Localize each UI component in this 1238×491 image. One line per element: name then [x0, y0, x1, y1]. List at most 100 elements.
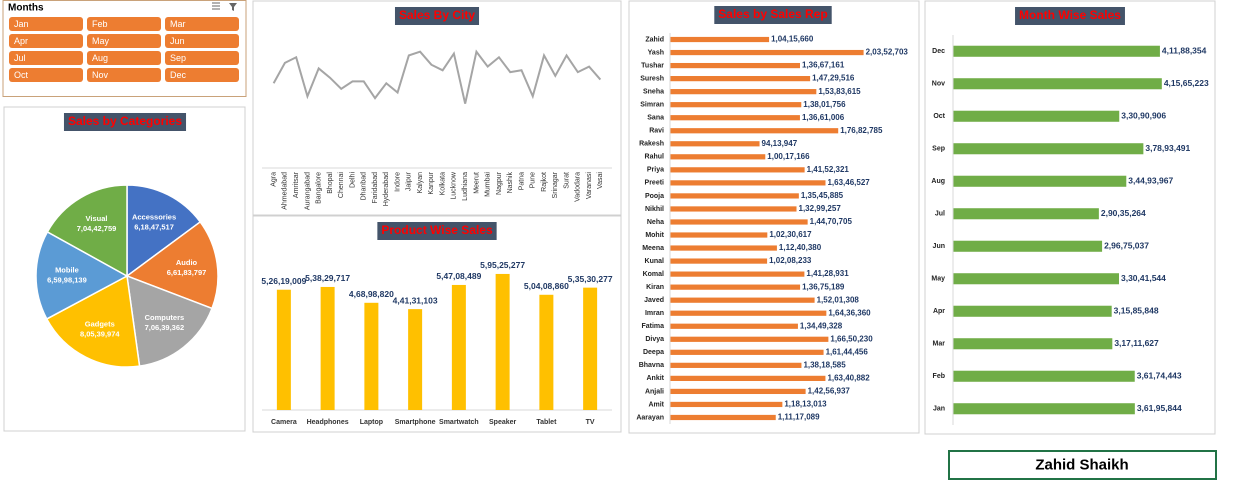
x-tick-label: Speaker — [489, 419, 517, 426]
pie-slice — [126, 184, 202, 278]
chart-title: Month Wise Sales — [1019, 8, 1121, 22]
bar — [670, 232, 768, 238]
bar — [670, 115, 800, 121]
slicer-button[interactable] — [165, 34, 239, 48]
slicer-button[interactable] — [9, 68, 83, 82]
slicer-button-label[interactable]: Apr — [14, 36, 28, 46]
bar — [583, 287, 598, 410]
y-tick-label: Rakesh — [639, 141, 664, 148]
data-label: 1,41,28,931 — [806, 269, 849, 278]
x-tick-label: Surat — [563, 172, 570, 189]
pie-slice — [125, 220, 219, 310]
data-label: 1,36,61,006 — [802, 113, 845, 122]
slicer-icons[interactable] — [212, 2, 237, 11]
pie-slice — [46, 184, 128, 278]
x-tick-label: Nashik — [507, 172, 514, 194]
slicer-button[interactable] — [9, 34, 83, 48]
slicer-button[interactable] — [165, 17, 239, 31]
data-label: 2,03,52,703 — [866, 48, 909, 57]
slicer-button-label[interactable]: Sep — [170, 53, 186, 63]
data-label: 4,68,98,820 — [349, 289, 394, 299]
x-tick-label: Bhopal — [327, 172, 334, 194]
y-tick-label: Rahul — [645, 154, 665, 161]
x-tick-label: Hyderabad — [383, 172, 390, 206]
y-tick-label: Zahid — [645, 36, 664, 43]
slicer-button-label[interactable]: Jul — [14, 53, 26, 63]
slicer-button-label[interactable]: Aug — [92, 53, 108, 63]
x-tick-label: TV — [586, 419, 595, 426]
slicer-button-label[interactable]: Jan — [14, 19, 29, 29]
slicer-button[interactable] — [87, 68, 161, 82]
bar — [670, 297, 815, 303]
chart-title: Sales By City — [399, 8, 475, 22]
slicer-button[interactable] — [87, 17, 161, 31]
bar — [276, 289, 291, 410]
data-label: 1,12,40,380 — [779, 243, 822, 252]
bar — [670, 102, 802, 108]
y-tick-label: Sep — [932, 146, 945, 153]
y-tick-label: Meena — [642, 245, 664, 252]
y-tick-label: Neha — [647, 219, 664, 226]
slicer-button[interactable] — [87, 51, 161, 65]
data-label: 1,44,70,705 — [810, 217, 853, 226]
x-tick-label: Pune — [530, 172, 537, 188]
data-label: 3,44,93,967 — [1128, 176, 1173, 186]
x-tick-label: Nagpur — [496, 171, 503, 195]
x-tick-label: Smartwatch — [439, 419, 479, 426]
bar — [670, 49, 864, 56]
y-tick-label: Aarayan — [636, 414, 664, 421]
line — [272, 49, 602, 104]
bar — [953, 273, 1119, 285]
x-tick-label: Srinagar — [552, 171, 559, 198]
chart-title-box — [1015, 7, 1125, 25]
bar — [670, 271, 805, 277]
x-tick-label: Rajkot — [541, 172, 548, 192]
bar — [451, 284, 466, 410]
x-tick-label: Varanasi — [586, 172, 593, 200]
slicer-button[interactable] — [9, 51, 83, 65]
bar — [670, 362, 802, 368]
y-tick-label: Mar — [933, 341, 946, 348]
y-tick-label: Jul — [935, 211, 945, 218]
y-tick-label: Ankit — [647, 375, 665, 382]
x-tick-label: Dhanbad — [361, 172, 368, 201]
x-tick-label: Lucknow — [451, 171, 458, 200]
slicer-button[interactable] — [9, 17, 83, 31]
data-label: 3,78,93,491 — [1145, 143, 1190, 153]
x-tick-label: Meerut — [473, 172, 480, 194]
bar — [953, 305, 1112, 317]
data-label: 5,35,30,277 — [568, 274, 613, 284]
bar — [670, 154, 766, 160]
bar — [670, 128, 839, 134]
slicer-button-label[interactable]: Feb — [92, 19, 108, 29]
data-label: 1,34,49,328 — [800, 321, 843, 330]
slicer-button[interactable] — [87, 34, 161, 48]
slicer-button-label[interactable]: Dec — [170, 70, 187, 80]
x-tick-label: Delhi — [349, 172, 356, 188]
y-tick-label: Kunal — [645, 258, 665, 265]
bar — [495, 273, 510, 410]
slicer-button[interactable] — [165, 51, 239, 65]
slicer-button-label[interactable]: Jun — [170, 36, 185, 46]
slicer-button-label[interactable]: Mar — [170, 19, 186, 29]
x-tick-label: Kanpur — [428, 171, 435, 194]
y-tick-label: Jan — [933, 406, 945, 413]
y-tick-label: Feb — [933, 373, 945, 380]
slicer-button-label[interactable]: May — [92, 36, 110, 46]
bar — [670, 388, 806, 395]
y-tick-label: Aug — [931, 178, 945, 185]
slicer-button[interactable] — [165, 68, 239, 82]
bar — [670, 401, 783, 408]
data-label: 1,42,56,937 — [808, 387, 851, 396]
data-label: 2,90,35,264 — [1101, 208, 1146, 218]
slicer-button-label[interactable]: Oct — [14, 70, 29, 80]
bar — [953, 143, 1144, 155]
pie-slice — [45, 274, 141, 368]
chart-title-box — [394, 7, 480, 25]
y-tick-label: Bhavna — [639, 362, 664, 369]
pie-label-value: 8,05,39,974 — [80, 330, 120, 339]
slicer-button-label[interactable]: Nov — [92, 70, 109, 80]
data-label: 1,64,36,360 — [828, 308, 871, 317]
data-label: 1,02,30,617 — [769, 230, 812, 239]
